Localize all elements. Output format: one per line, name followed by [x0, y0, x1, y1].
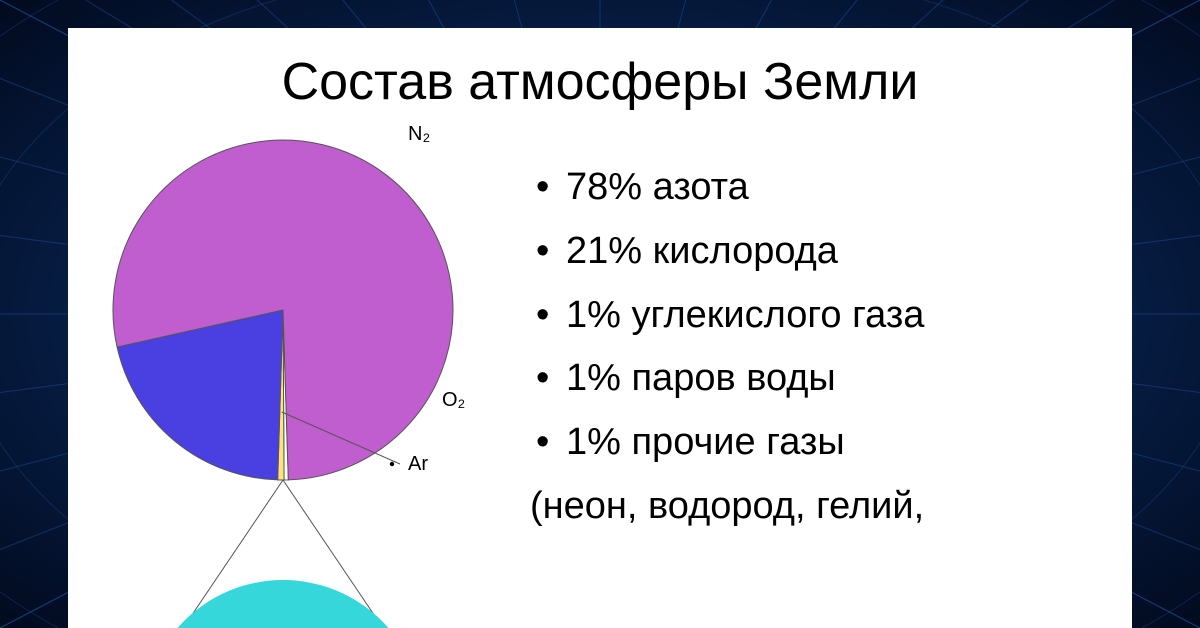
- bullet-item: 1% паров воды: [530, 347, 1092, 411]
- slide-content: N₂ O₂ Ar 78% азота21% кислорода1% углекисл…: [108, 120, 1092, 600]
- pie-label-N2: N₂: [408, 123, 430, 145]
- chart-column: N₂ O₂ Ar: [108, 120, 498, 600]
- pie-label-Ar: Ar: [408, 453, 428, 475]
- list-tail-text: (неон, водород, гелий,: [530, 475, 1092, 539]
- list-column: 78% азота21% кислорода1% углекислого газ…: [498, 120, 1092, 539]
- bullet-item: 1% углекислого газа: [530, 284, 1092, 348]
- pie-subcircle: [143, 580, 423, 628]
- pie-chart: N₂ O₂ Ar: [108, 120, 498, 600]
- bullet-item: 21% кислорода: [530, 220, 1092, 284]
- bullet-list: 78% азота21% кислорода1% углекислого газ…: [530, 156, 1092, 475]
- slide-card: Состав атмосферы Земли N₂ O₂ Ar 78% азота2…: [68, 28, 1132, 628]
- bullet-item: 78% азота: [530, 156, 1092, 220]
- pie-label-O2: O₂: [442, 389, 465, 411]
- slide-title: Состав атмосферы Земли: [108, 52, 1092, 112]
- bullet-item: 1% прочие газы: [530, 411, 1092, 475]
